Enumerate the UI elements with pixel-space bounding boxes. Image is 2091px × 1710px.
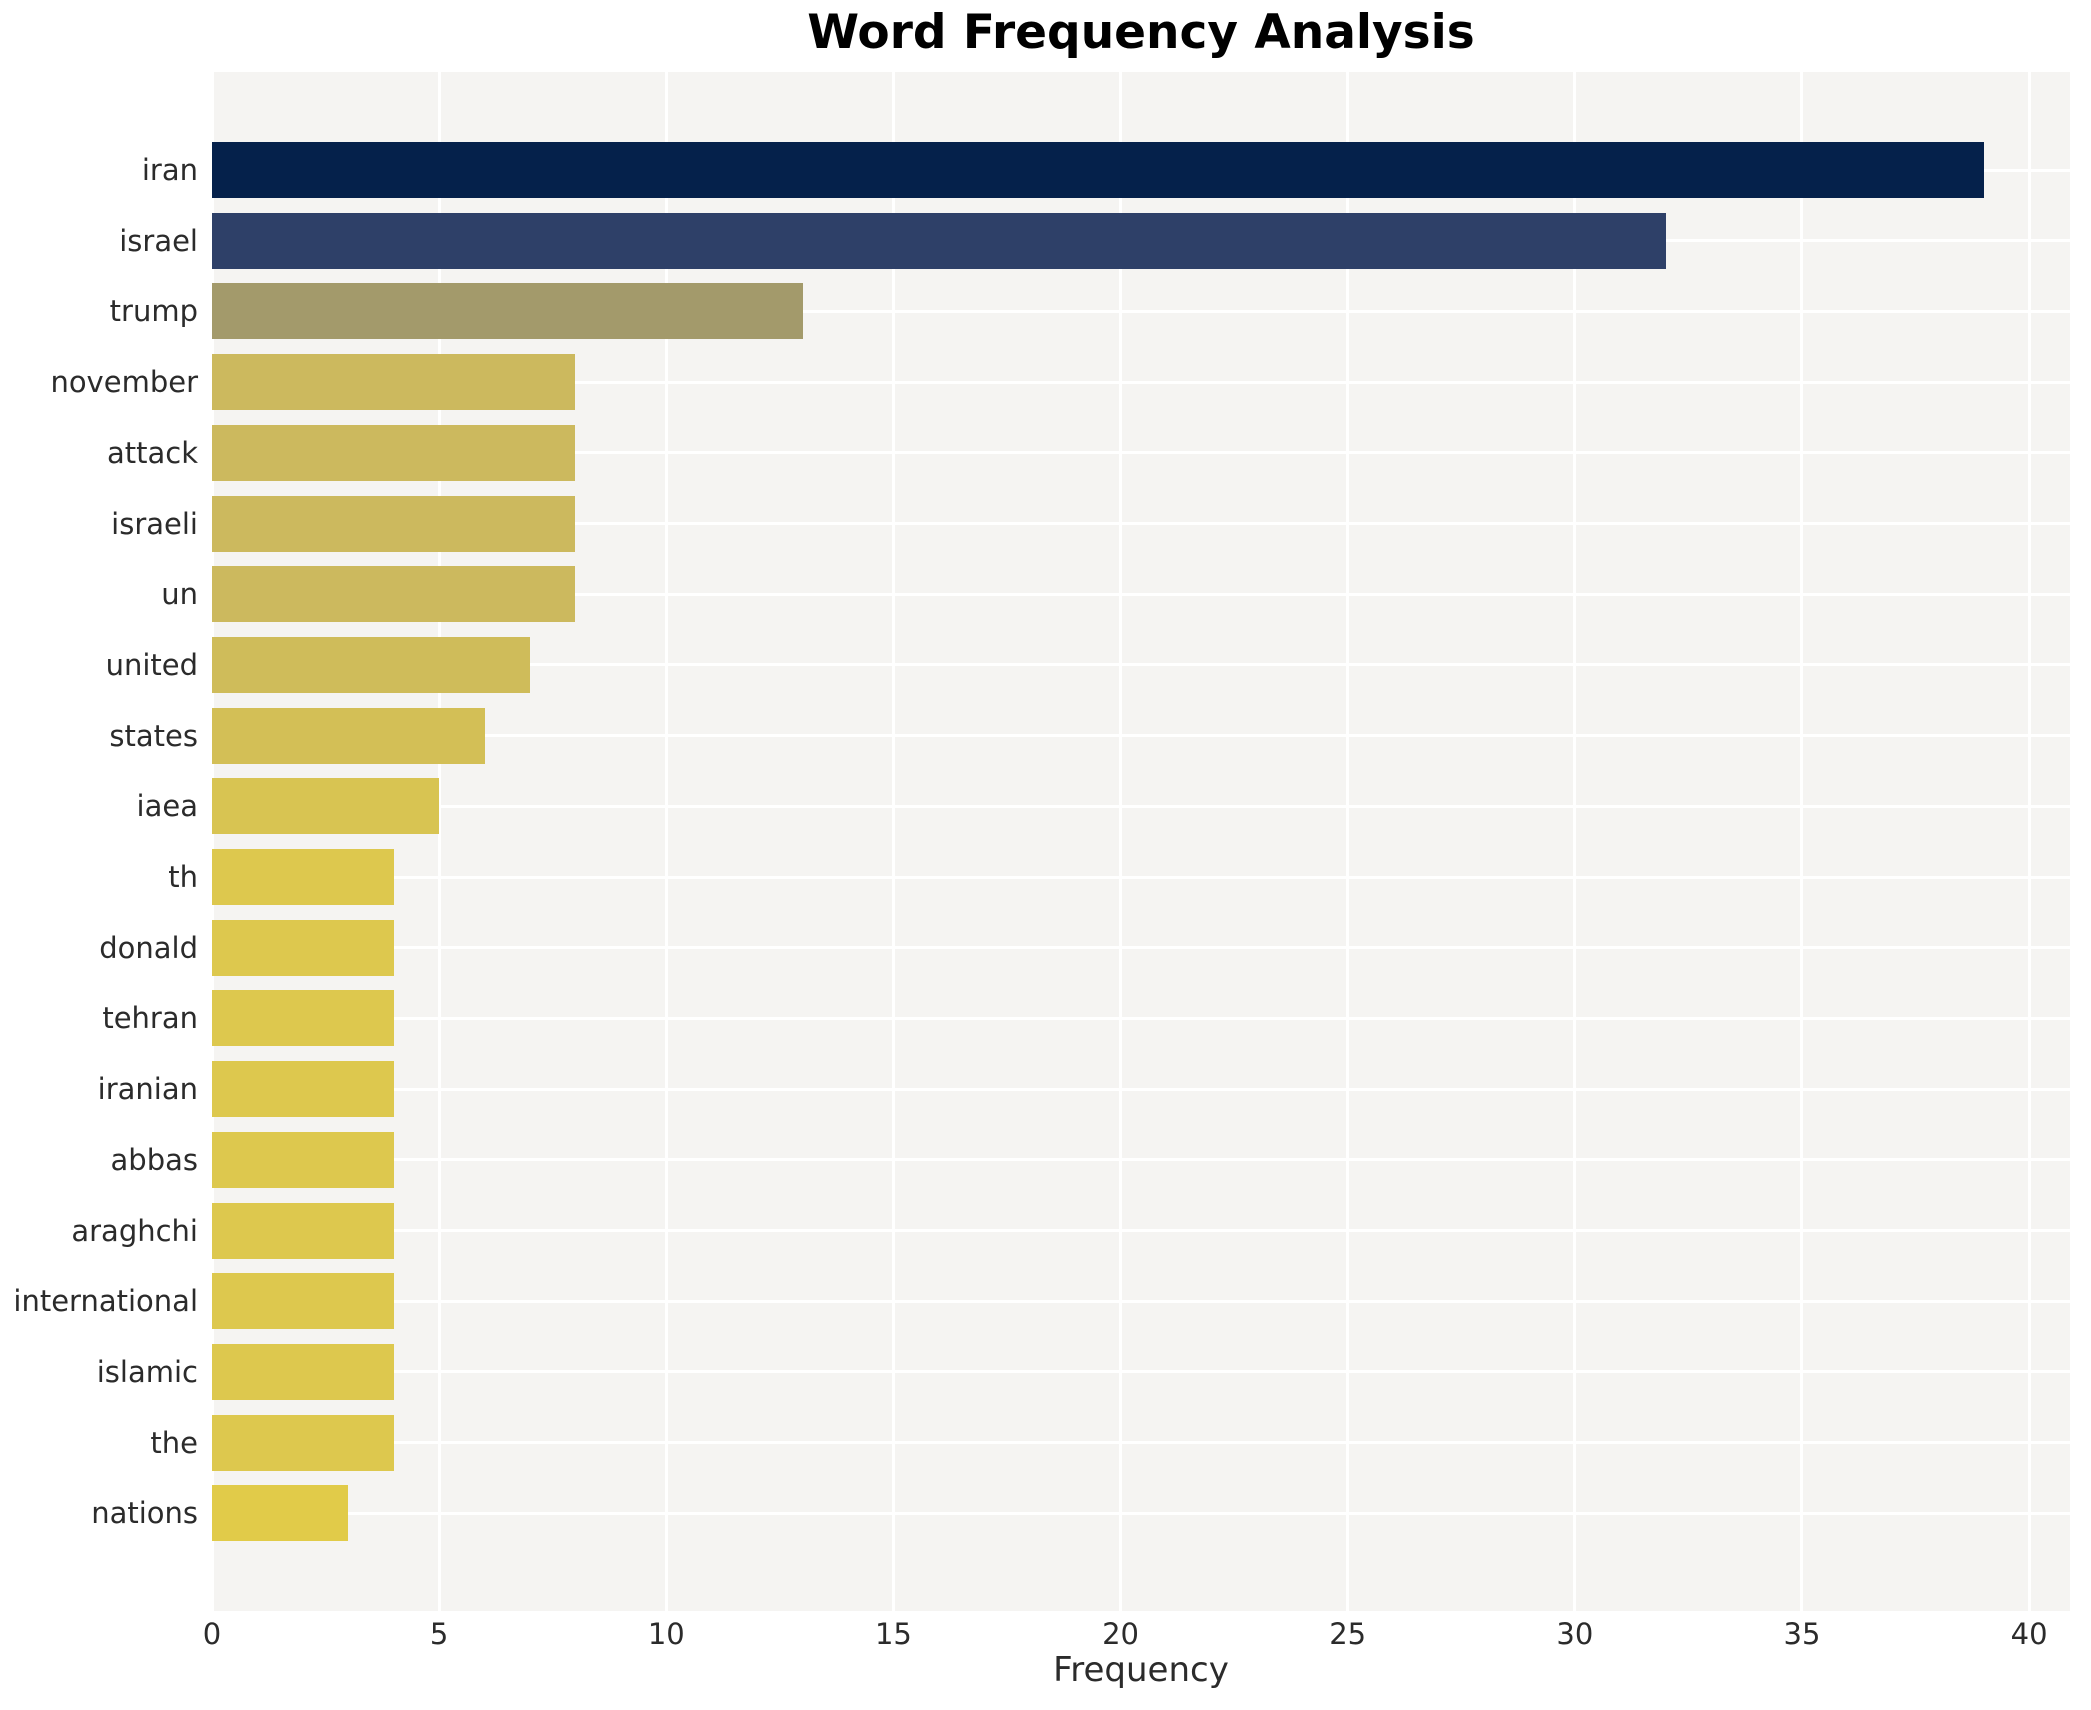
x-tick-label-0: 0 [202,1617,222,1651]
gridline-vertical [2027,72,2031,1611]
y-tick-label-iran: iran [141,153,198,187]
gridline-vertical [664,72,668,1611]
gridline-horizontal [212,1511,2070,1515]
gridline-horizontal [212,592,2070,596]
x-tick-label-20: 20 [1102,1617,1139,1651]
plot-area [210,72,2070,1611]
x-axis-label: Frequency [1053,1650,1229,1690]
y-tick-label-international: international [13,1284,198,1319]
y-tick-label-iranian: iranian [97,1072,198,1107]
gridline-horizontal [212,1158,2070,1162]
y-tick-label-un: un [161,577,198,612]
gridline-horizontal [212,663,2070,667]
bar-the [212,1414,394,1471]
bar-donald [212,919,394,976]
y-tick-label-trump: trump [109,294,198,329]
bar-iaea [212,778,440,835]
bar-tehran [212,990,394,1047]
gridline-horizontal [212,451,2070,455]
bar-iran [212,142,1984,198]
y-tick-label-th: th [168,860,198,894]
bar-islamic [212,1343,394,1400]
y-tick-label-tehran: tehran [102,1001,198,1036]
gridline-vertical [1346,72,1350,1611]
gridline-horizontal [212,875,2070,879]
gridline-horizontal [212,380,2070,384]
gridline-horizontal [212,1229,2070,1232]
bar-trump [212,283,803,340]
bar-un [212,566,576,623]
x-tick-label-15: 15 [874,1617,912,1651]
x-tick-label-40: 40 [2010,1617,2048,1651]
gridline-horizontal [212,522,2070,525]
bar-nations [212,1485,349,1542]
y-tick-label-the: the [150,1425,198,1460]
bar-araghchi [212,1202,394,1259]
y-tick-label-israeli: israeli [111,506,198,541]
y-tick-label-iaea: iaea [136,789,198,824]
x-tick-label-5: 5 [429,1617,449,1651]
x-tick-label-10: 10 [647,1617,685,1651]
y-tick-label-united: united [105,647,198,682]
bar-iranian [212,1061,394,1118]
y-tick-label-islamic: islamic [96,1354,198,1389]
x-tick-label-30: 30 [1556,1617,1594,1651]
y-tick-label-attack: attack [106,435,198,470]
x-tick-label-35: 35 [1783,1617,1821,1651]
gridline-vertical [1800,72,1804,1611]
gridline-vertical [437,72,441,1611]
x-tick-label-25: 25 [1329,1617,1367,1651]
gridline-horizontal [212,1299,2070,1303]
gridline-vertical [1573,72,1577,1611]
y-tick-label-donald: donald [99,930,198,965]
bar-states [212,707,485,764]
y-tick-label-abbas: abbas [110,1142,198,1177]
gridline-vertical [1119,72,1123,1611]
y-tick-label-araghchi: araghchi [71,1213,198,1248]
gridline-horizontal [212,1016,2070,1020]
gridline-horizontal [212,946,2070,950]
gridline-horizontal [212,1087,2070,1091]
bar-israel [212,212,1666,269]
gridline-horizontal [212,1370,2070,1374]
gridline-vertical [891,72,895,1611]
bar-abbas [212,1131,394,1188]
y-tick-label-nations: nations [91,1496,198,1531]
bar-israeli [212,495,576,552]
gridline-horizontal [212,309,2070,313]
bar-th [212,849,394,905]
y-tick-label-states: states [109,718,198,753]
gridline-horizontal [212,804,2070,808]
y-tick-label-israel: israel [119,223,198,258]
bar-international [212,1273,394,1330]
bar-united [212,636,530,693]
gridline-horizontal [212,1441,2070,1445]
gridline-vertical [210,72,214,1611]
gridline-horizontal [212,734,2070,738]
chart-title: Word Frequency Analysis [807,5,1475,60]
y-tick-label-november: november [50,365,198,400]
bar-november [212,354,576,411]
bar-attack [212,424,576,481]
